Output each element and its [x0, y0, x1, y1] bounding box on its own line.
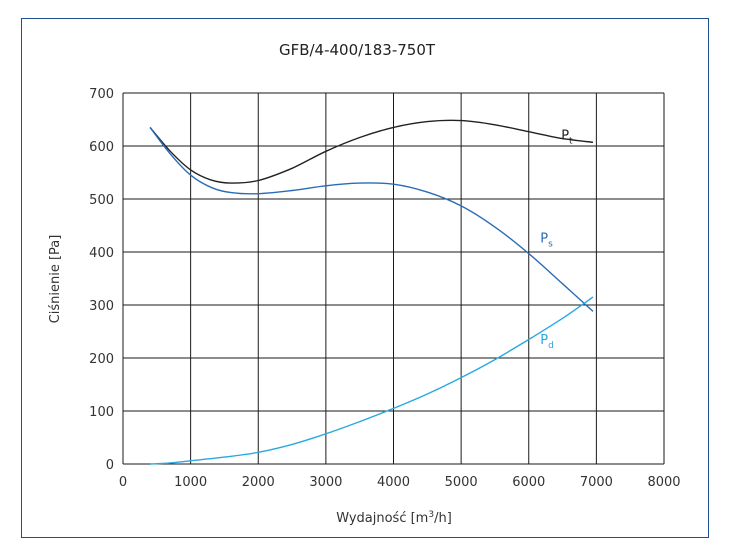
x-axis-ticks: 0 1000 2000 3000 4000 5000 6000 7000 8000 — [119, 475, 681, 490]
x-axis-label-end: /h] — [434, 511, 452, 526]
y-tick-label: 0 — [106, 458, 114, 473]
x-tick-label: 6000 — [512, 475, 545, 490]
y-tick-label: 600 — [89, 140, 114, 155]
x-tick-label: 7000 — [580, 475, 613, 490]
x-axis-label: Wydajność [m3/h] — [336, 510, 452, 526]
chart-title: GFB/4-400/183-750T — [279, 41, 436, 59]
series-label-sub: s — [548, 239, 553, 249]
series-line-ps — [149, 126, 594, 312]
y-axis-label: Ciśnienie [Pa] — [48, 235, 63, 324]
x-axis-label-sup: 3 — [428, 510, 434, 520]
y-tick-label: 200 — [89, 352, 114, 367]
y-tick-label: 400 — [89, 246, 114, 261]
y-tick-label: 300 — [89, 299, 114, 314]
series-label-ps: Ps — [540, 231, 553, 249]
chart-grid — [122, 92, 665, 465]
x-tick-label: 2000 — [242, 475, 275, 490]
series-label-pt: Pt — [561, 129, 573, 147]
series-label-pd: Pd — [540, 333, 554, 351]
series-label-main: P — [540, 231, 548, 246]
series-label-sub: t — [569, 137, 573, 147]
series-label-sub: d — [548, 341, 554, 351]
x-tick-label: 5000 — [445, 475, 478, 490]
y-axis-ticks: 0 100 200 300 400 500 600 700 — [89, 87, 114, 473]
x-tick-label: 8000 — [647, 475, 680, 490]
series-label-main: P — [561, 129, 569, 144]
chart-series — [149, 119, 594, 465]
x-tick-label: 3000 — [309, 475, 342, 490]
chart-frame — [21, 18, 709, 538]
y-tick-label: 500 — [89, 193, 114, 208]
x-tick-label: 1000 — [174, 475, 207, 490]
series-line-pd — [150, 296, 594, 465]
y-tick-label: 100 — [89, 405, 114, 420]
series-line-pt — [149, 119, 594, 184]
x-tick-label: 4000 — [377, 475, 410, 490]
x-tick-label: 0 — [119, 475, 127, 490]
series-label-main: P — [540, 333, 548, 348]
x-axis-label-main: Wydajność [m — [336, 511, 428, 526]
y-tick-label: 700 — [89, 87, 114, 102]
